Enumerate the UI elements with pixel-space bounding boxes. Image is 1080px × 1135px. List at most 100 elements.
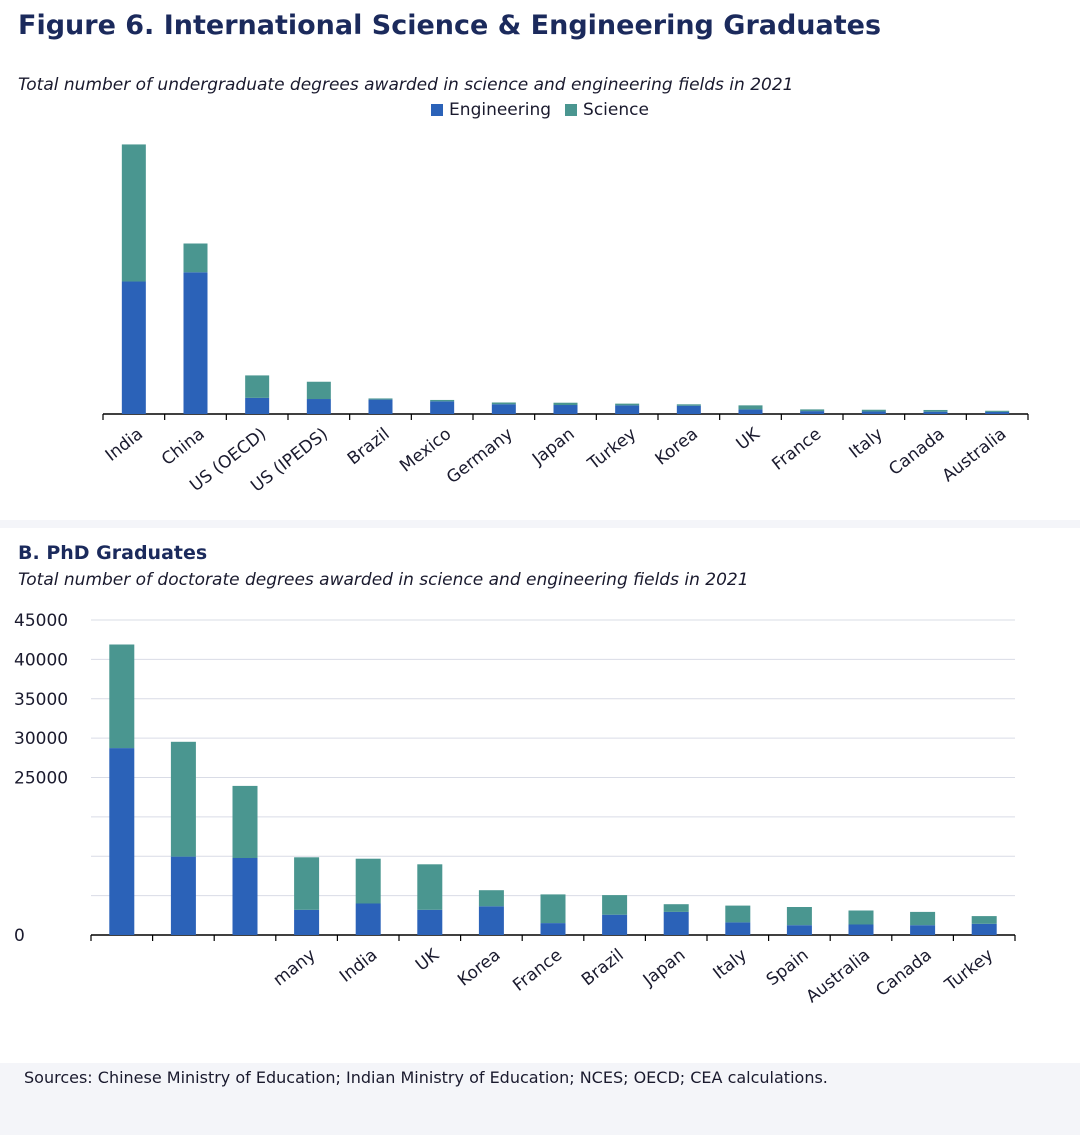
x-tick-label-italy: Italy [709, 945, 750, 983]
bar-science-cat-0 [109, 644, 135, 749]
legend-swatch-engineering [431, 104, 444, 116]
bar-engineering-china [183, 272, 208, 414]
bar-science-germany [491, 402, 516, 405]
x-tick-label-australia: Australia [803, 945, 875, 1007]
bar-engineering-australia [985, 411, 1010, 414]
x-tick-label-uk: UK [733, 424, 765, 455]
bar-science-canada [923, 409, 948, 412]
bar-engineering-france [800, 411, 825, 414]
bar-science-turkey [971, 916, 997, 924]
figure-title: Figure 6. International Science & Engine… [18, 10, 882, 41]
y-tick-label: 30000 [14, 729, 68, 749]
bar-science-france [800, 409, 825, 412]
x-tick-label-india: India [336, 945, 381, 986]
x-tick-label-korea: Korea [652, 424, 702, 469]
bar-science-turkey [615, 403, 640, 406]
bar-engineering-korea [478, 906, 504, 935]
bar-science-japan [553, 402, 578, 406]
phd-subtitle: Total number of doctorate degrees awarde… [18, 570, 749, 590]
y-tick-label: 0 [14, 926, 25, 946]
bar-engineering-korea [676, 405, 701, 414]
x-tick-label-uk: UK [412, 945, 444, 976]
bar-engineering-italy [725, 922, 751, 935]
bar-science-uk [738, 405, 763, 410]
bar-science-china [183, 243, 208, 273]
legend-swatch-science [565, 104, 578, 116]
bar-science-cat-2 [232, 785, 258, 858]
legend-label-science: Science [583, 100, 649, 120]
x-tick-label-turkey: Turkey [584, 424, 641, 474]
y-tick-label: 35000 [14, 690, 68, 710]
bar-science-cat-1 [170, 741, 196, 857]
legend-item-science: Science [565, 100, 649, 120]
y-tick-label: 25000 [14, 769, 68, 789]
bar-engineering-cat-2 [232, 858, 258, 935]
panel-phd: B. PhD Graduates Total number of doctora… [0, 528, 1080, 1063]
bar-science-italy [861, 409, 886, 412]
x-tick-label-australia: Australia [939, 424, 1011, 486]
x-tick-label-japan: Japan [528, 424, 578, 470]
bar-engineering-brazil [368, 399, 393, 414]
bar-science-italy [725, 905, 751, 923]
bar-engineering-brazil [602, 914, 628, 935]
x-tick-label-spain: Spain [763, 945, 813, 990]
bar-science-india [121, 144, 146, 282]
panel-undergraduate: Figure 6. International Science & Engine… [0, 0, 1080, 520]
bar-engineering-turkey [971, 923, 997, 935]
bar-science-canada [910, 911, 936, 926]
bar-engineering-uk [738, 409, 763, 414]
x-tick-label-germany: Germany [443, 424, 517, 488]
bar-engineering-spain [786, 925, 812, 935]
x-tick-label-france: France [509, 945, 566, 996]
x-tick-label-italy: Italy [846, 424, 887, 462]
bar-science-us-oecd [245, 375, 270, 398]
bar-science-france [540, 894, 566, 924]
x-tick-label-india: India [102, 424, 147, 465]
x-tick-label-canada: Canada [872, 945, 935, 1001]
sources-note: Sources: Chinese Ministry of Education; … [24, 1068, 828, 1087]
bar-engineering-italy [861, 411, 886, 414]
x-tick-label-turkey: Turkey [941, 945, 998, 995]
bar-science-japan [663, 904, 689, 912]
bar-science-mexico [430, 399, 455, 402]
undergrad-chart: 0IndiaChinaUS (OECD)US (IPEDS)BrazilMexi… [71, 0, 1029, 496]
bar-engineering-japan [553, 405, 578, 414]
x-tick-label-many: many [270, 945, 320, 990]
x-tick-label-japan: Japan [639, 945, 689, 991]
legend-label-engineering: Engineering [449, 100, 552, 120]
bar-engineering-uk [417, 909, 443, 935]
phd-chart: 0 25000 30000 35000 40000 45000 many India UK Kor… [14, 611, 1016, 1007]
y-tick-label: 40000 [14, 650, 68, 670]
bar-engineering-japan [663, 911, 689, 935]
x-tick-label-brazil: Brazil [344, 424, 394, 469]
y-tick-label: 0 [71, 0, 82, 5]
bar-engineering-canada [923, 411, 948, 414]
bar-engineering-mexico [430, 401, 455, 414]
bar-engineering-cat-0 [109, 748, 135, 935]
legend-item-engineering: Engineering [431, 100, 551, 120]
bar-engineering-france [540, 923, 566, 935]
bar-engineering-many [294, 909, 320, 935]
bar-science-uk [417, 864, 443, 910]
bar-science-australia [848, 910, 874, 925]
bar-science-india [355, 858, 381, 904]
bar-science-korea [676, 404, 701, 406]
bar-engineering-us-oecd [245, 397, 270, 414]
bar-engineering-canada [910, 925, 936, 935]
bar-science-us-ipeds [306, 381, 331, 400]
bar-science-spain [786, 907, 812, 926]
bar-engineering-cat-1 [170, 856, 196, 935]
x-tick-label-france: France [768, 424, 825, 475]
x-tick-label-china: China [158, 424, 209, 470]
bar-science-brazil [368, 398, 393, 400]
bar-science-many [294, 857, 320, 910]
bar-engineering-australia [848, 924, 874, 935]
legend: Engineering Science [0, 100, 1080, 120]
bar-engineering-india [121, 281, 146, 414]
x-tick-label-korea: Korea [454, 945, 504, 990]
bar-engineering-us-ipeds [306, 399, 331, 414]
bar-science-australia [985, 410, 1010, 412]
bar-engineering-turkey [615, 405, 640, 414]
phd-panel-title: B. PhD Graduates [18, 542, 208, 564]
bar-engineering-germany [491, 404, 516, 414]
